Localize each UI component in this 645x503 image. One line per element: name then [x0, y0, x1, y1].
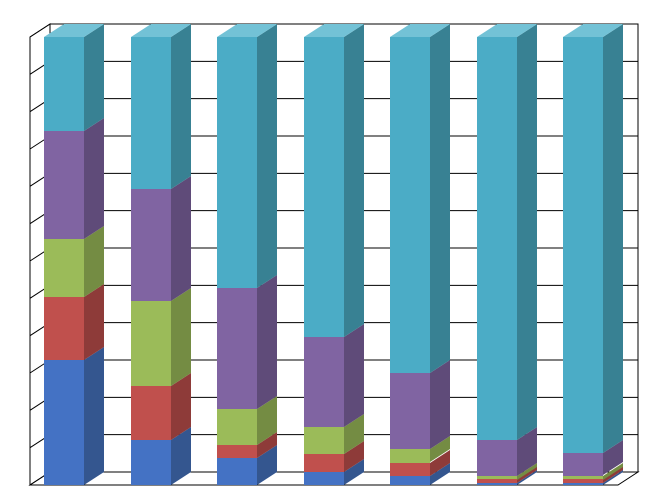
bar-side: [603, 24, 623, 453]
bar-front: [390, 463, 430, 476]
bar-front: [563, 453, 603, 475]
bar-front: [477, 440, 517, 476]
bar-front: [304, 337, 344, 427]
bar-side: [84, 347, 104, 485]
bar-side: [171, 24, 191, 189]
bar-front: [44, 239, 84, 297]
bar-front: [44, 360, 84, 485]
bar-front: [44, 297, 84, 360]
bar-front: [304, 472, 344, 485]
bar-front: [44, 37, 84, 131]
bar-side: [517, 24, 537, 440]
bar-front: [217, 458, 257, 485]
bar-front: [131, 189, 171, 301]
bar-side: [257, 24, 277, 288]
bar-front: [477, 37, 517, 440]
bar-front: [131, 386, 171, 440]
bar-front: [304, 454, 344, 472]
bar-side: [171, 176, 191, 301]
bar-front: [390, 37, 430, 373]
bar-side: [344, 324, 364, 427]
bar-side: [84, 118, 104, 239]
bar-front: [131, 440, 171, 485]
bar-front: [217, 409, 257, 445]
bar-front: [477, 476, 517, 480]
bar-front: [477, 479, 517, 483]
bar-front: [390, 476, 430, 485]
stacked-3d-bar-chart: [0, 0, 645, 503]
bar-front: [477, 483, 517, 485]
bar-front: [44, 131, 84, 239]
bar-front: [217, 288, 257, 409]
bar-side: [430, 24, 450, 373]
bar-side: [344, 24, 364, 337]
bar-front: [563, 479, 603, 483]
bar-front: [563, 476, 603, 480]
bar-side: [84, 24, 104, 131]
bar-front: [390, 449, 430, 462]
bar-side: [430, 360, 450, 449]
bar-side: [257, 275, 277, 409]
bar-front: [304, 427, 344, 454]
bar-side: [171, 288, 191, 386]
bar-front: [304, 37, 344, 337]
bar-front: [217, 37, 257, 288]
bar-front: [131, 301, 171, 386]
bar-front: [217, 445, 257, 458]
bar-front: [390, 373, 430, 449]
bar-front: [563, 37, 603, 453]
bar-front: [563, 483, 603, 485]
bar-front: [131, 37, 171, 189]
